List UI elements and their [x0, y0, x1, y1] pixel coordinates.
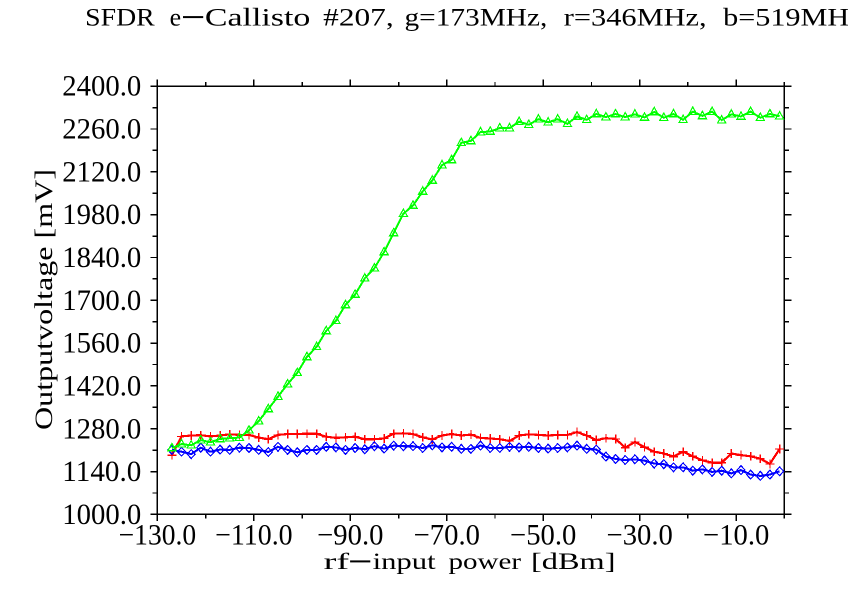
svg-text:1840.0: 1840.0 [62, 242, 141, 274]
svg-text:rf: rf [324, 549, 350, 575]
svg-text:1140.0: 1140.0 [62, 456, 141, 488]
svg-text:−10.0: −10.0 [703, 520, 769, 552]
svg-text:−130.0: −130.0 [119, 520, 197, 552]
svg-text:[dBm]: [dBm] [531, 549, 616, 575]
svg-text:Outputvoltage [mV]: Outputvoltage [mV] [30, 169, 58, 430]
svg-text:Callisto: Callisto [205, 5, 311, 32]
svg-text:SFDR: SFDR [85, 5, 155, 32]
svg-text:1980.0: 1980.0 [62, 199, 141, 231]
svg-text:−90.0: −90.0 [317, 520, 383, 552]
svg-text:input: input [373, 549, 437, 575]
svg-text:#207,: #207, [323, 5, 394, 32]
svg-text:r=346MHz,: r=346MHz, [564, 5, 707, 32]
svg-text:2260.0: 2260.0 [62, 114, 141, 146]
svg-text:−110.0: −110.0 [215, 520, 293, 552]
svg-text:−50.0: −50.0 [510, 520, 576, 552]
svg-text:1700.0: 1700.0 [62, 285, 141, 317]
svg-text:−70.0: −70.0 [414, 520, 480, 552]
svg-text:1560.0: 1560.0 [62, 328, 141, 360]
svg-text:e: e [170, 5, 182, 32]
svg-text:b=519MHz: b=519MHz [723, 5, 848, 32]
svg-text:1000.0: 1000.0 [62, 499, 141, 531]
svg-text:2400.0: 2400.0 [62, 71, 141, 103]
svg-text:−30.0: −30.0 [607, 520, 673, 552]
svg-text:1420.0: 1420.0 [62, 370, 141, 402]
svg-text:g=173MHz,: g=173MHz, [405, 5, 548, 32]
svg-text:power: power [449, 549, 522, 575]
svg-text:2120.0: 2120.0 [62, 156, 141, 188]
svg-text:1280.0: 1280.0 [62, 413, 141, 445]
